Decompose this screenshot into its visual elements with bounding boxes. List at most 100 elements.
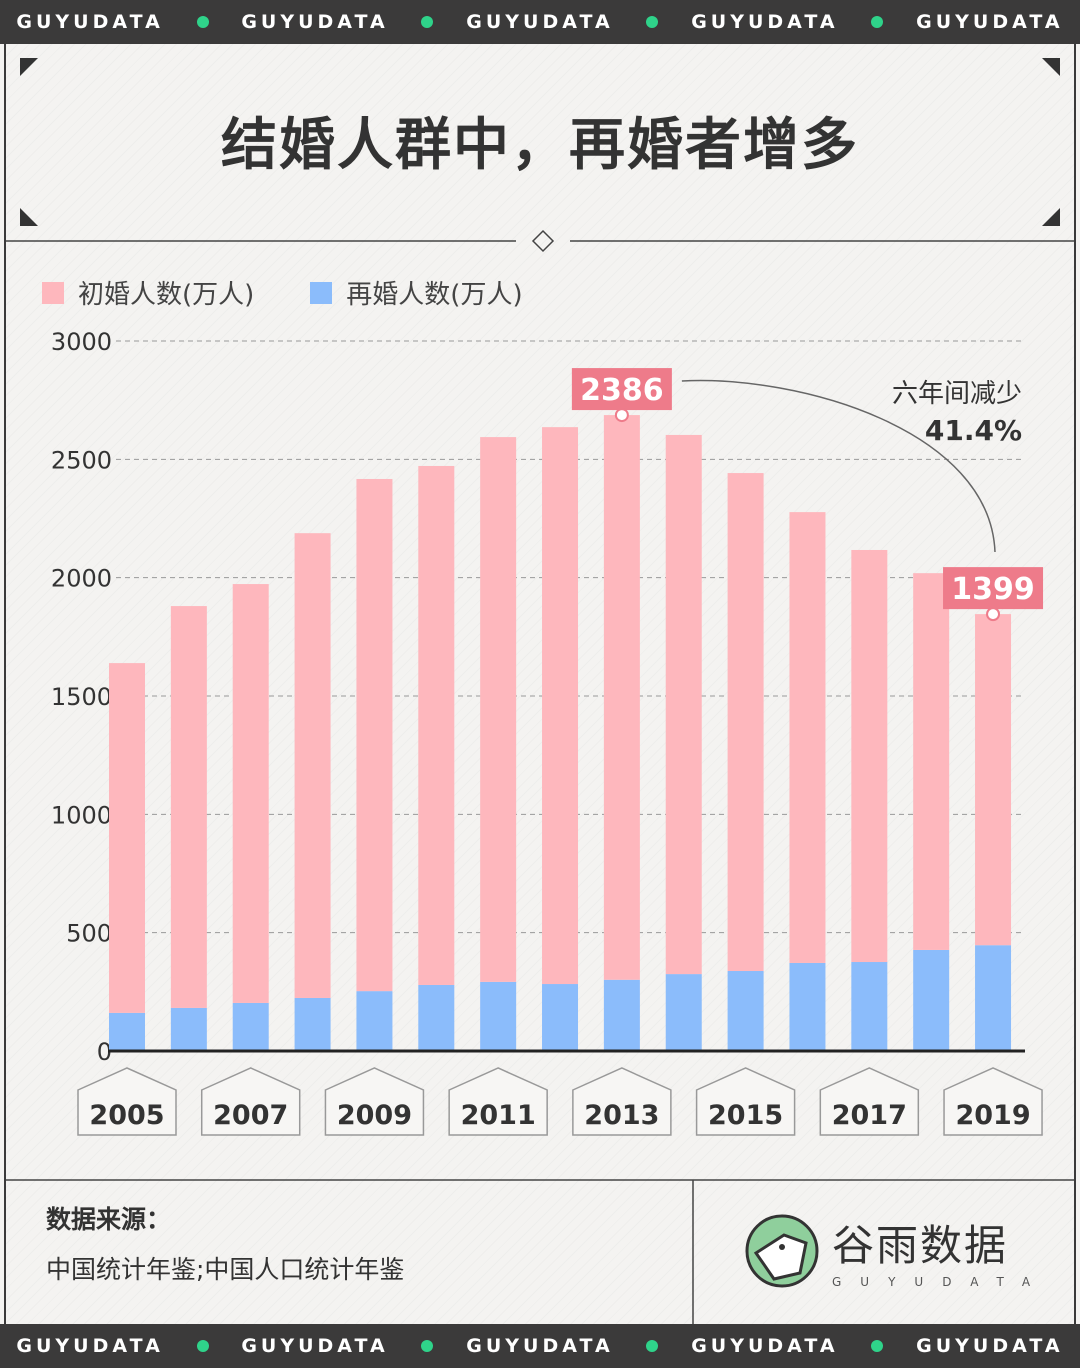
bar-remarriage xyxy=(170,1007,207,1051)
source-heading: 数据来源： xyxy=(46,1205,172,1234)
bar-first-marriage xyxy=(232,584,269,1003)
page-title: 结婚人群中，再婚者增多 xyxy=(221,113,859,178)
bar-remarriage xyxy=(727,971,764,1051)
y-tick-label: 0 xyxy=(97,1038,112,1066)
bar-first-marriage xyxy=(170,606,207,1008)
data-label-box xyxy=(943,567,1044,610)
banner-text: GUYUDATA xyxy=(241,11,389,33)
annotation-arrow xyxy=(681,379,996,553)
legend-label: 再婚人数(万人) xyxy=(346,280,523,310)
bar-first-marriage xyxy=(356,478,393,992)
bar-chart: 0 500 1000 1500 2000 2500 3000 2005 2007 2009 2011… xyxy=(51,328,1044,1136)
bar-first-marriage xyxy=(109,663,145,1013)
logo-bird-icon xyxy=(745,1214,819,1287)
banner-text: GUYUDATA xyxy=(916,1335,1064,1357)
bar-first-marriage xyxy=(665,434,702,975)
corner-mark xyxy=(1042,208,1060,226)
x-tick-label: 2007 xyxy=(213,1100,288,1131)
dot-icon xyxy=(871,16,884,28)
dot-icon xyxy=(421,1340,434,1352)
source-text: 中国统计年鉴;中国人口统计年鉴 xyxy=(46,1255,405,1284)
bar-first-marriage xyxy=(542,427,579,985)
data-label: 1399 xyxy=(951,572,1035,607)
bar-first-marriage xyxy=(480,437,517,982)
annotation-value: 41.4% xyxy=(925,414,1022,447)
bar-first-marriage xyxy=(851,549,888,963)
x-tick-label: 2009 xyxy=(337,1100,412,1131)
data-label-box xyxy=(571,368,672,411)
dot-icon xyxy=(646,1340,659,1352)
legend-label: 初婚人数(万人) xyxy=(78,280,255,310)
legend-item-remarriage: 再婚人数(万人) xyxy=(310,274,523,311)
bar-first-marriage xyxy=(727,473,764,972)
bar-remarriage xyxy=(542,984,579,1051)
legend-swatch xyxy=(310,281,333,304)
y-tick-label: 2500 xyxy=(51,446,112,474)
y-tick-label: 3000 xyxy=(51,328,112,356)
legend-swatch xyxy=(42,281,64,304)
x-tick-box xyxy=(77,1067,177,1136)
x-tick-label: 2019 xyxy=(955,1100,1030,1131)
data-point-marker xyxy=(614,408,629,423)
bar-first-marriage xyxy=(418,465,455,985)
bar-remarriage xyxy=(789,962,826,1051)
data-source: 数据来源： 中国统计年鉴;中国人口统计年鉴 xyxy=(46,1200,404,1286)
x-tick-box xyxy=(572,1067,672,1136)
x-tick-box xyxy=(819,1067,920,1136)
top-banner: GUYUDATA GUYUDATA GUYUDATA GUYUDATA GUYUDATA xyxy=(0,0,1080,44)
dot-icon xyxy=(646,16,659,28)
y-tick-label: 1000 xyxy=(51,801,112,829)
dot-icon xyxy=(196,16,209,28)
banner-text: GUYUDATA xyxy=(466,11,614,33)
bar-first-marriage xyxy=(975,614,1012,946)
x-tick-label: 2015 xyxy=(708,1100,783,1131)
bar-remarriage xyxy=(851,962,888,1051)
x-tick-label: 2017 xyxy=(832,1100,907,1131)
x-tick-box xyxy=(324,1067,425,1136)
bar-remarriage xyxy=(294,997,331,1051)
bar-remarriage xyxy=(418,984,455,1051)
bar-remarriage xyxy=(109,1012,145,1051)
corner-mark xyxy=(20,208,38,226)
banner-text: GUYUDATA xyxy=(16,1335,164,1357)
bar-remarriage xyxy=(603,979,640,1051)
bar-remarriage xyxy=(665,974,702,1051)
dot-icon xyxy=(421,16,434,28)
bar-first-marriage xyxy=(789,512,826,963)
x-tick-label: 2005 xyxy=(89,1100,164,1131)
x-tick-label: 2011 xyxy=(461,1100,536,1131)
bar-remarriage xyxy=(975,945,1012,1051)
x-tick-box xyxy=(448,1067,548,1136)
corner-mark xyxy=(20,58,38,76)
bottom-banner: GUYUDATA GUYUDATA GUYUDATA GUYUDATA GUYUDATA xyxy=(0,1324,1080,1368)
bar-remarriage xyxy=(913,949,950,1051)
data-label: 2386 xyxy=(580,373,664,408)
x-tick-box xyxy=(695,1067,796,1136)
x-tick-label: 2013 xyxy=(584,1100,659,1131)
logo: 谷雨数据 GUYUDATA xyxy=(744,1212,1049,1289)
diamond-icon xyxy=(531,229,555,253)
dot-icon xyxy=(871,1340,884,1352)
y-tick-label: 1500 xyxy=(51,683,112,711)
bar-first-marriage xyxy=(603,415,640,980)
banner-text: GUYUDATA xyxy=(466,1335,614,1357)
banner-text: GUYUDATA xyxy=(691,11,839,33)
banner-text: GUYUDATA xyxy=(916,11,1064,33)
banner-text: GUYUDATA xyxy=(241,1335,389,1357)
bar-remarriage xyxy=(480,981,517,1051)
data-point-marker xyxy=(986,607,1001,622)
banner-text: GUYUDATA xyxy=(16,11,164,33)
logo-name: 谷雨数据 xyxy=(832,1221,1009,1270)
x-tick-box xyxy=(943,1067,1043,1136)
legend: 初婚人数(万人) 再婚人数(万人) xyxy=(42,274,523,311)
annotation-text: 六年间减少 xyxy=(892,379,1022,409)
legend-item-first-marriage: 初婚人数(万人) xyxy=(42,274,254,311)
bar-first-marriage xyxy=(294,533,331,998)
dot-icon xyxy=(196,1340,209,1352)
x-tick-box xyxy=(200,1067,301,1136)
y-tick-label: 2000 xyxy=(51,565,112,593)
y-tick-label: 500 xyxy=(66,920,112,948)
bar-remarriage xyxy=(232,1002,269,1051)
corner-mark xyxy=(1042,58,1060,76)
